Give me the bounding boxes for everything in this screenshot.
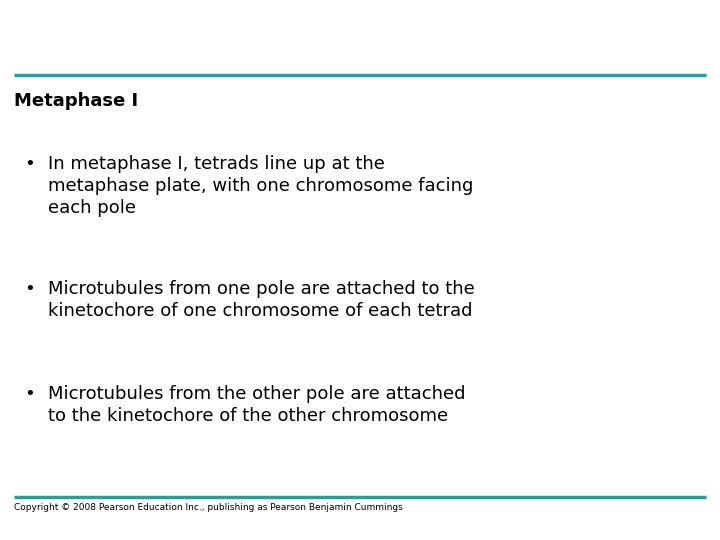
Text: In metaphase I, tetrads line up at the
metaphase plate, with one chromosome faci: In metaphase I, tetrads line up at the m… xyxy=(48,155,473,218)
Text: •: • xyxy=(24,280,35,298)
Text: •: • xyxy=(24,385,35,403)
Text: Microtubules from the other pole are attached
to the kinetochore of the other ch: Microtubules from the other pole are att… xyxy=(48,385,466,425)
Text: Microtubules from one pole are attached to the
kinetochore of one chromosome of : Microtubules from one pole are attached … xyxy=(48,280,474,320)
Text: •: • xyxy=(24,155,35,173)
Text: Copyright © 2008 Pearson Education Inc., publishing as Pearson Benjamin Cummings: Copyright © 2008 Pearson Education Inc.,… xyxy=(14,503,402,512)
Text: Metaphase I: Metaphase I xyxy=(14,92,138,110)
